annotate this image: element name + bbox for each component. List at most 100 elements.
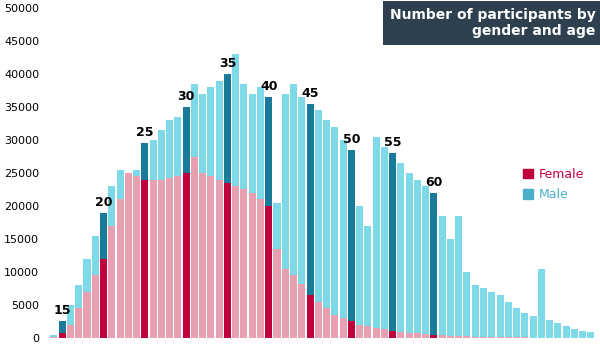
Text: 45: 45 <box>301 87 319 100</box>
Bar <box>249 94 256 338</box>
Bar <box>274 203 281 338</box>
Bar <box>422 334 429 338</box>
Bar <box>199 94 206 338</box>
Text: 40: 40 <box>260 80 277 93</box>
Bar <box>406 333 413 338</box>
Bar <box>224 183 231 338</box>
Bar <box>455 336 462 338</box>
Bar <box>116 199 124 338</box>
Bar <box>149 140 157 338</box>
Bar <box>265 97 272 338</box>
Bar <box>182 107 190 338</box>
Text: 20: 20 <box>95 196 112 208</box>
Text: 35: 35 <box>219 57 236 70</box>
Bar <box>315 302 322 338</box>
Bar <box>50 335 58 338</box>
Bar <box>356 325 363 338</box>
Bar <box>59 321 66 338</box>
Bar <box>59 333 66 338</box>
Bar <box>307 104 314 338</box>
Bar <box>348 321 355 338</box>
Bar <box>224 74 231 338</box>
Bar <box>356 206 363 338</box>
Text: 25: 25 <box>136 126 154 140</box>
Bar <box>521 313 529 338</box>
Bar <box>75 285 82 338</box>
Bar <box>50 337 58 338</box>
Bar <box>422 186 429 338</box>
Bar <box>199 173 206 338</box>
Text: 30: 30 <box>178 90 195 103</box>
Text: 15: 15 <box>53 304 71 317</box>
Bar <box>397 332 404 338</box>
Bar <box>100 213 107 338</box>
Bar <box>282 269 289 338</box>
Bar <box>340 140 347 338</box>
Bar <box>587 332 595 338</box>
Bar <box>397 163 404 338</box>
Bar <box>538 269 545 338</box>
Bar <box>59 321 66 338</box>
Bar <box>554 323 562 338</box>
Bar <box>323 308 330 338</box>
Bar <box>92 275 99 338</box>
Bar <box>215 180 223 338</box>
Bar <box>530 316 536 338</box>
Bar <box>265 206 272 338</box>
Bar <box>100 259 107 338</box>
Bar <box>513 337 520 338</box>
Bar <box>389 331 396 338</box>
Bar <box>175 117 181 338</box>
Bar <box>100 259 107 338</box>
Bar <box>406 173 413 338</box>
Bar <box>75 308 82 338</box>
Bar <box>241 84 247 338</box>
Bar <box>191 84 198 338</box>
Bar <box>191 157 198 338</box>
Bar <box>480 337 487 338</box>
Bar <box>381 147 388 338</box>
Bar <box>92 236 99 338</box>
Bar <box>331 315 338 338</box>
Bar <box>307 295 314 338</box>
Bar <box>497 337 503 338</box>
Bar <box>389 153 396 338</box>
Bar <box>389 331 396 338</box>
Bar <box>83 292 91 338</box>
Bar <box>100 213 107 338</box>
Bar <box>348 321 355 338</box>
Bar <box>389 153 396 338</box>
Bar <box>142 143 148 338</box>
Bar <box>232 54 239 338</box>
Bar <box>472 285 479 338</box>
Bar <box>224 74 231 338</box>
Bar <box>182 107 190 338</box>
Bar <box>149 180 157 338</box>
Bar <box>133 176 140 338</box>
Bar <box>307 295 314 338</box>
Bar <box>175 176 181 338</box>
Legend: Female, Male: Female, Male <box>518 163 590 206</box>
Bar <box>315 110 322 338</box>
Bar <box>323 120 330 338</box>
Bar <box>430 193 437 338</box>
Bar <box>142 180 148 338</box>
Bar <box>381 329 388 338</box>
Bar <box>447 335 454 338</box>
Bar <box>571 329 578 338</box>
Bar <box>579 331 586 338</box>
Bar <box>307 104 314 338</box>
Bar <box>67 325 74 338</box>
Bar <box>430 193 437 338</box>
Bar <box>166 120 173 338</box>
Bar <box>414 180 421 338</box>
Bar <box>125 186 132 338</box>
Bar <box>182 173 190 338</box>
Bar <box>480 288 487 338</box>
Bar <box>67 305 74 338</box>
Bar <box>133 170 140 338</box>
Bar <box>274 249 281 338</box>
Bar <box>497 295 503 338</box>
Text: 55: 55 <box>384 136 401 149</box>
Text: Number of participants by
gender and age: Number of participants by gender and age <box>390 8 596 38</box>
